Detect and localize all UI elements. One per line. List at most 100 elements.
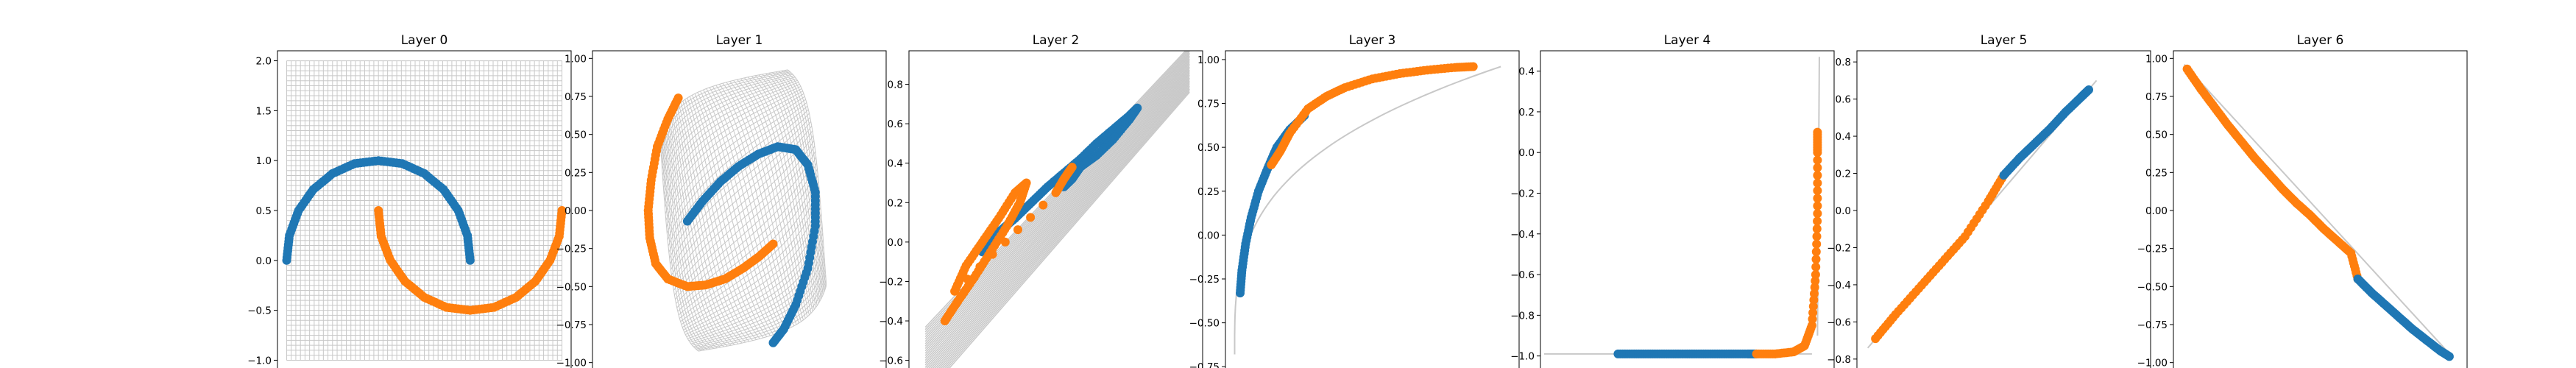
data-point: [1810, 289, 1819, 298]
axes-frame: [908, 50, 1203, 368]
data-point: [465, 255, 475, 265]
subplot-4: Layer 4−0.50−0.250.000.250.500.751.00−1.…: [1510, 33, 1835, 368]
data-point: [768, 239, 778, 249]
y-tick-label: 0.4: [888, 158, 903, 170]
grid-mesh: [1234, 66, 1501, 355]
series-0: [682, 142, 820, 347]
y-tick-label: 0.6: [888, 118, 903, 130]
y-tick-label: 1.00: [1197, 54, 1220, 66]
y-tick-label: 1.0: [256, 155, 272, 167]
data-point: [1468, 62, 1478, 71]
y-tick-label: 0.50: [2145, 130, 2168, 141]
data-point: [1807, 321, 1816, 330]
data-point: [557, 206, 567, 215]
y-tick-label: 0.0: [888, 237, 903, 249]
data-point: [1813, 209, 1822, 219]
subplot-5: Layer 5−0.50.00.5−0.8−0.6−0.4−0.20.00.20…: [1827, 33, 2151, 368]
subplot-2: Layer 2−0.50.00.5−0.6−0.4−0.20.00.20.40.…: [879, 33, 1203, 368]
data-point: [1813, 171, 1822, 180]
subplot-0: Layer 0−1.0−0.50.00.51.01.52.0−1.0−0.50.…: [247, 33, 572, 368]
y-tick-label: 2.0: [256, 56, 272, 68]
y-tick-label: 0.5: [256, 205, 272, 217]
y-tick-label: −0.6: [1510, 269, 1535, 281]
data-point: [950, 286, 960, 296]
subplot-3: Layer 3−0.75−0.50−0.250.000.250.50−0.75−…: [1189, 33, 1520, 368]
data-point: [1026, 213, 1036, 222]
y-tick-label: −0.6: [1827, 316, 1851, 328]
data-point: [1813, 186, 1822, 195]
subplot-title: Layer 1: [716, 33, 763, 48]
data-point: [1811, 255, 1821, 264]
y-tick-label: −0.75: [1189, 361, 1220, 368]
data-point: [1809, 295, 1819, 305]
y-tick-label: 0.50: [565, 130, 587, 141]
y-tick-label: −0.75: [2137, 319, 2168, 331]
axes-frame: [1540, 50, 1835, 368]
data-point: [1811, 276, 1820, 286]
data-point: [1038, 200, 1048, 210]
data-point: [1067, 163, 1077, 172]
y-tick-label: −0.2: [1827, 242, 1851, 254]
y-tick-label: 0.0: [1519, 147, 1535, 159]
subplot-title: Layer 4: [1664, 33, 1711, 48]
y-tick-label: −1.0: [1510, 351, 1535, 363]
y-tick-label: 0.4: [1836, 131, 1851, 143]
series-0: [1236, 111, 1309, 298]
axes-frame: [2173, 50, 2468, 368]
series-1: [374, 206, 567, 315]
data-point: [1813, 201, 1822, 210]
y-tick-label: −0.2: [879, 276, 903, 288]
y-tick-label: 1.00: [2145, 53, 2168, 65]
y-tick-label: −1.00: [556, 358, 587, 368]
series-1: [1267, 62, 1478, 169]
series-1: [940, 163, 1077, 325]
y-tick-label: 0.2: [888, 197, 903, 209]
y-tick-label: 0.25: [565, 167, 587, 179]
y-tick-label: 0.75: [1197, 99, 1220, 110]
subplot-1: Layer 1−0.50.00.51.0−1.00−0.75−0.50−0.25…: [556, 33, 887, 368]
y-tick-label: −0.4: [1827, 280, 1851, 291]
y-tick-label: 0.25: [1197, 186, 1220, 198]
data-point: [1813, 163, 1822, 172]
y-tick-label: 0.00: [565, 205, 587, 217]
subplot-6: Layer 6−1.0−0.50.00.51.0−1.00−0.75−0.50−…: [2137, 33, 2468, 368]
data-point: [1811, 270, 1820, 280]
data-point: [1812, 232, 1822, 241]
grid-mesh: [2184, 63, 2455, 359]
y-tick-label: 0.25: [2145, 167, 2168, 179]
plot-area: [282, 60, 567, 361]
y-tick-label: 0.8: [888, 79, 903, 91]
series-0: [1613, 349, 1761, 358]
data-point: [1813, 216, 1822, 226]
y-tick-label: 1.5: [256, 105, 272, 117]
plot-area: [924, 51, 1190, 368]
data-point: [1808, 302, 1818, 311]
series-1: [1999, 85, 2093, 180]
series-1: [2353, 275, 2454, 361]
y-tick-label: 0.00: [1197, 230, 1220, 241]
subplot-title: Layer 5: [1981, 33, 2028, 48]
y-tick-label: −0.4: [1510, 229, 1535, 241]
subplot-title: Layer 2: [1033, 33, 1080, 48]
y-tick-label: 0.2: [1836, 169, 1851, 180]
y-tick-label: −0.50: [2137, 281, 2168, 293]
y-tick-label: −1.00: [2137, 358, 2168, 368]
data-point: [975, 262, 985, 272]
series-0: [282, 156, 475, 265]
axes-frame: [1856, 50, 2151, 368]
y-tick-label: −0.25: [2137, 244, 2168, 255]
data-point: [2444, 352, 2454, 361]
data-point: [1813, 155, 1822, 165]
grid-mesh: [659, 69, 827, 352]
y-tick-label: 0.6: [1836, 94, 1851, 106]
y-tick-label: −0.2: [1510, 188, 1535, 200]
y-tick-label: 0.2: [1519, 107, 1535, 118]
plot-area: [1234, 62, 1501, 355]
data-point: [988, 250, 997, 259]
y-tick-label: 1.00: [565, 53, 587, 65]
data-point: [1810, 283, 1819, 292]
data-point: [1812, 224, 1822, 233]
data-point: [1811, 262, 1821, 272]
y-tick-label: 0.00: [2145, 205, 2168, 217]
